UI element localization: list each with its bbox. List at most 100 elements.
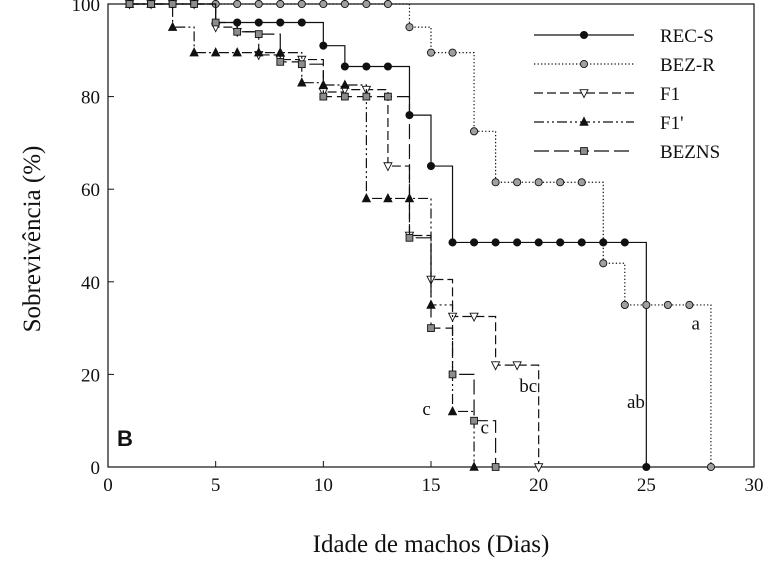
data-point xyxy=(556,238,565,247)
data-point xyxy=(297,60,306,69)
data-point xyxy=(470,238,479,247)
data-point xyxy=(469,461,479,471)
y-tick-label: 0 xyxy=(91,458,101,479)
data-point xyxy=(620,238,629,247)
y-tick-label: 40 xyxy=(81,273,100,294)
legend-entry: BEZNS xyxy=(534,142,720,163)
y-tick-label: 20 xyxy=(81,365,100,386)
y-tick-label: 60 xyxy=(81,180,100,201)
data-point xyxy=(253,47,264,57)
data-point xyxy=(685,300,694,310)
data-point xyxy=(254,0,263,9)
data-point xyxy=(362,0,371,9)
data-point xyxy=(491,463,500,471)
legend-entry: F1 xyxy=(534,84,680,105)
data-point xyxy=(405,233,414,242)
data-point xyxy=(189,47,199,57)
data-point xyxy=(210,47,221,57)
data-point xyxy=(276,18,285,27)
data-point xyxy=(383,62,392,71)
data-point xyxy=(577,178,586,187)
data-point xyxy=(405,23,414,32)
data-point xyxy=(579,59,589,69)
data-point xyxy=(276,58,285,66)
data-point xyxy=(513,178,522,187)
data-point xyxy=(579,116,589,126)
data-point xyxy=(490,361,501,371)
data-point xyxy=(663,300,672,310)
data-point xyxy=(254,18,263,27)
significance-label: c xyxy=(481,418,489,439)
x-tick-label: 10 xyxy=(314,475,333,496)
data-point xyxy=(426,161,436,171)
data-point xyxy=(491,178,500,187)
y-axis-label: Sobrevivência (%) xyxy=(19,146,46,333)
data-point xyxy=(190,0,198,8)
data-point xyxy=(233,0,242,9)
data-point xyxy=(211,18,220,27)
data-point xyxy=(319,41,328,50)
data-point xyxy=(448,238,457,247)
data-point xyxy=(579,30,589,40)
x-axis-ticks: 0 5 10 15 20 25 30 xyxy=(103,461,764,496)
data-point xyxy=(620,300,629,310)
x-tick-label: 30 xyxy=(745,475,764,496)
series-line xyxy=(129,3,540,467)
legend-entry: F1' xyxy=(534,113,684,134)
data-point xyxy=(599,238,608,247)
data-point xyxy=(577,238,586,247)
series-bezns xyxy=(125,0,500,471)
data-point xyxy=(232,47,242,57)
data-point xyxy=(512,361,522,371)
data-point xyxy=(340,79,350,89)
data-point xyxy=(580,147,588,155)
data-point xyxy=(642,462,651,472)
data-point xyxy=(426,48,436,57)
significance-label: ab xyxy=(627,392,645,413)
data-point xyxy=(469,312,479,323)
data-point xyxy=(447,405,458,416)
data-point xyxy=(513,238,522,247)
legend-label: F1' xyxy=(660,113,684,134)
data-point xyxy=(319,92,328,101)
data-point xyxy=(297,55,307,66)
data-point xyxy=(470,416,478,425)
data-point xyxy=(362,92,371,101)
data-point xyxy=(147,0,155,8)
data-point xyxy=(384,92,392,101)
panel-label: B xyxy=(117,426,133,451)
legend-label: REC-S xyxy=(660,26,714,47)
data-point xyxy=(125,0,134,8)
x-tick-label: 25 xyxy=(637,475,656,496)
data-point xyxy=(642,300,651,310)
series-rec-s xyxy=(125,0,651,472)
data-point xyxy=(168,0,177,8)
data-point xyxy=(534,238,543,247)
significance-label: a xyxy=(692,313,701,334)
data-point xyxy=(599,259,608,268)
data-point xyxy=(533,463,544,473)
legend-entry: BEZ-R xyxy=(534,55,715,76)
legend-entry: REC-S xyxy=(534,26,714,47)
y-axis-ticks: 0 20 40 60 80 100 xyxy=(72,0,114,479)
data-point xyxy=(383,162,393,172)
x-axis-label: Idade de machos (Dias) xyxy=(313,531,550,558)
data-point xyxy=(167,21,178,31)
series-line xyxy=(129,3,647,467)
data-point xyxy=(297,0,306,9)
y-tick-label: 100 xyxy=(72,0,101,16)
legend-label: BEZNS xyxy=(660,142,720,163)
data-point xyxy=(470,127,479,136)
significance-label: c xyxy=(422,399,430,420)
data-point xyxy=(447,312,458,323)
data-point xyxy=(448,370,457,379)
x-tick-label: 0 xyxy=(103,475,113,496)
y-tick-label: 80 xyxy=(81,88,100,109)
x-tick-label: 15 xyxy=(422,475,441,496)
data-point xyxy=(297,18,306,27)
legend-label: F1 xyxy=(660,84,680,105)
legend-label: BEZ-R xyxy=(660,55,715,76)
significance-label: bc xyxy=(519,376,537,397)
x-tick-label: 5 xyxy=(211,475,221,496)
data-point xyxy=(556,178,565,187)
